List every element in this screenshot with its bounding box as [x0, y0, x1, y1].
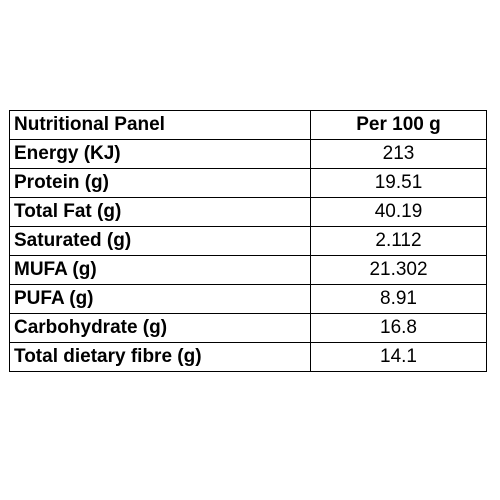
table-row: Carbohydrate (g) 16.8 — [9, 313, 487, 343]
nutrient-value: 213 — [310, 139, 487, 169]
nutrient-value: 19.51 — [310, 168, 487, 198]
nutrient-label: Protein (g) — [9, 168, 311, 198]
header-value-cell: Per 100 g — [310, 110, 487, 140]
table-header-row: Nutritional Panel Per 100 g — [9, 110, 487, 140]
table-row: Protein (g) 19.51 — [9, 168, 487, 198]
nutrient-label: Saturated (g) — [9, 226, 311, 256]
nutrient-value: 40.19 — [310, 197, 487, 227]
nutrient-label: Total dietary fibre (g) — [9, 342, 311, 372]
table-row: Total Fat (g) 40.19 — [9, 197, 487, 227]
nutrient-value: 21.302 — [310, 255, 487, 285]
nutrition-table: Nutritional Panel Per 100 g Energy (KJ) … — [9, 110, 487, 372]
nutrient-value: 8.91 — [310, 284, 487, 314]
nutrient-value: 16.8 — [310, 313, 487, 343]
table-row: PUFA (g) 8.91 — [9, 284, 487, 314]
nutrient-label: PUFA (g) — [9, 284, 311, 314]
header-label-cell: Nutritional Panel — [9, 110, 311, 140]
table-row: Energy (KJ) 213 — [9, 139, 487, 169]
table-row: Saturated (g) 2.112 — [9, 226, 487, 256]
nutrient-label: MUFA (g) — [9, 255, 311, 285]
nutrient-value: 14.1 — [310, 342, 487, 372]
nutrient-value: 2.112 — [310, 226, 487, 256]
nutrient-label: Total Fat (g) — [9, 197, 311, 227]
table-row: MUFA (g) 21.302 — [9, 255, 487, 285]
nutrient-label: Energy (KJ) — [9, 139, 311, 169]
table-row: Total dietary fibre (g) 14.1 — [9, 342, 487, 372]
nutrient-label: Carbohydrate (g) — [9, 313, 311, 343]
